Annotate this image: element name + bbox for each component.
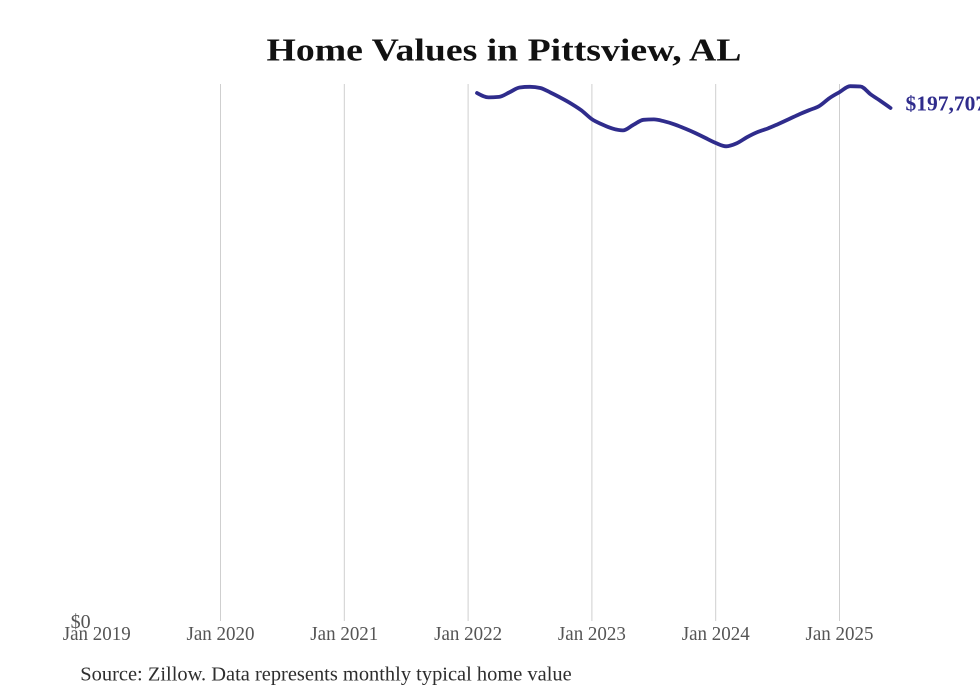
svg-text:Home Values in Pittsview, AL: Home Values in Pittsview, AL <box>267 32 742 67</box>
svg-text:Jan 2023: Jan 2023 <box>558 623 626 645</box>
svg-text:Jan 2022: Jan 2022 <box>434 623 502 645</box>
svg-text:$0: $0 <box>71 611 91 633</box>
svg-text:Jan 2024: Jan 2024 <box>682 623 750 645</box>
svg-text:Jan 2021: Jan 2021 <box>310 623 378 645</box>
svg-text:Jan 2025: Jan 2025 <box>806 623 874 645</box>
svg-text:Source: Zillow. Data represent: Source: Zillow. Data represents monthly … <box>80 663 572 685</box>
svg-text:$197,707: $197,707 <box>906 92 980 116</box>
svg-text:Jan 2020: Jan 2020 <box>187 623 255 645</box>
svg-text:Jan 2019: Jan 2019 <box>63 623 131 645</box>
